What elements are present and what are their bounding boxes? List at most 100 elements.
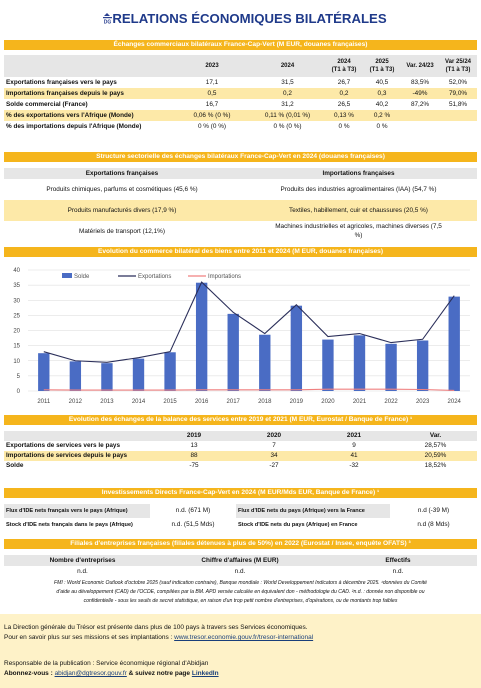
filiales-value: n.d. (392, 567, 404, 575)
y-tick-label: 40 (13, 268, 20, 274)
trade-cell: -49% (412, 89, 428, 97)
x-tick-label: 2017 (227, 399, 241, 405)
services-cell: 34 (270, 452, 278, 460)
services-row-label: Exportations de services vers le pays (6, 442, 121, 450)
bar-solde (101, 363, 113, 391)
trade-col-header: Var 25/24 (T1 à T3) (439, 55, 477, 77)
trade-cell: 0,2 % (373, 111, 391, 119)
y-tick-label: 25 (13, 313, 20, 319)
trade-col-header-line: (T1 à T3) (331, 67, 357, 73)
source-note: d'aide au développement (CAD) de l'OCDE,… (56, 589, 425, 595)
subscribe-mid: & suivez notre page (126, 670, 192, 677)
sector-import-item-line: Machines industrielles et agricoles, mac… (275, 222, 442, 230)
trade-col-header: 2024 (250, 55, 325, 77)
sector-export-item: Matériels de transport (12,1%) (79, 227, 165, 235)
trade-cell: 0 % (376, 122, 388, 130)
trade-col-header-line: (T1 à T3) (445, 67, 471, 73)
services-col-header: Var. (429, 432, 442, 440)
trade-cell: 26,5 (337, 100, 351, 108)
services-cell: 9 (352, 442, 356, 450)
filiales-value: n.d. (234, 567, 246, 575)
trade-cell: 0,06 % (0 %) (193, 111, 231, 119)
trade-cell: 0 % (0 %) (273, 122, 302, 130)
trade-row: Exportations françaises vers le pays 17,1… (4, 77, 477, 88)
trade-cell (439, 110, 477, 121)
trade-cell: 26,7 (337, 78, 351, 86)
trade-cell: 0,2 (283, 89, 292, 97)
trade-col-header-line: 2025 (375, 58, 389, 65)
linkedin-link[interactable]: LinkedIn (191, 670, 219, 677)
services-cell: -75 (189, 462, 199, 470)
filiales-row: n.d. n.d. n.d. (4, 566, 477, 577)
trade-cell (401, 110, 439, 121)
ide-table: Flux d'IDE nets français vers le pays (A… (4, 504, 477, 532)
trade-col-header-line: Var 25/24 (444, 58, 472, 65)
page-title: RELATIONS ÉCONOMIQUES BILATÉRALES (112, 11, 387, 26)
x-tick-label: 2019 (290, 399, 304, 405)
filiales-value: n.d. (77, 567, 88, 575)
sector-header: Exportations françaises Importations fra… (4, 168, 477, 179)
services-cell: 20,59% (424, 452, 447, 460)
x-tick-label: 2013 (100, 399, 114, 405)
footer-subscribe: Abonnez-vous : abidjan@dgtresor.gouv.fr … (4, 670, 219, 677)
legend-label: Solde (74, 274, 90, 280)
y-tick-label: 35 (13, 283, 20, 289)
ide-value: n.d. (671 M) (175, 507, 211, 515)
email-link[interactable]: abidjan@dgtresor.gouv.fr (54, 670, 127, 677)
bar-solde (416, 340, 429, 391)
trade-cell: 87,2% (410, 100, 430, 108)
sector-head-imports: Importations françaises (322, 169, 395, 177)
trade-col-header-line: 2024 (337, 58, 351, 65)
trade-cell: 0 % (338, 122, 350, 130)
x-tick-label: 2015 (163, 399, 177, 405)
bar-solde (195, 282, 208, 391)
x-tick-label: 2024 (448, 399, 462, 405)
footer-more-text: Pour en savoir plus sur ses missions et … (4, 634, 175, 641)
x-tick-label: 2012 (69, 399, 83, 405)
trade-cell: 40,5 (375, 78, 389, 86)
sector-row: Produits chimiques, parfums et cosmétiqu… (4, 179, 477, 200)
sector-row: Matériels de transport (12,1%) Machines … (4, 221, 477, 242)
sector-export-item: Produits manufacturés divers (17,9 %) (67, 206, 177, 214)
trade-cell: 83,5% (410, 78, 430, 86)
filiales-head: Nombre d'entreprises (49, 556, 116, 564)
x-tick-label: 2022 (384, 399, 398, 405)
y-tick-label: 0 (17, 389, 21, 395)
subscribe-label: Abonnez-vous : (4, 670, 55, 677)
services-cell: 13 (190, 442, 198, 450)
bar-solde (132, 358, 145, 391)
trade-cell: 0,2 (339, 89, 349, 97)
trade-cell: 52,0% (448, 78, 468, 86)
bar-solde (227, 313, 239, 391)
x-tick-label: 2021 (353, 399, 367, 405)
services-cell: 88 (190, 452, 198, 460)
trade-col-header-line: 2024 (280, 62, 295, 69)
trade-cell: 0 % (0 %) (197, 122, 227, 130)
services-col-header: 2021 (346, 432, 362, 440)
bar-solde (259, 334, 271, 391)
filiales-head: Chiffre d'affaires (M EUR) (201, 556, 279, 564)
tresor-international-link[interactable]: www.tresor.economie.gouv.fr/tresor-inter… (174, 634, 314, 641)
trade-col-header: Var. 24/23 (401, 55, 439, 77)
ide-band: Investissements Directs France-Cap-Vert … (4, 488, 477, 498)
services-cell: 41 (350, 452, 358, 460)
services-row-label: Solde (6, 462, 24, 470)
trade-cell: 0,3 (377, 89, 387, 97)
x-tick-label: 2018 (258, 399, 272, 405)
trade-cell: 0,5 (207, 89, 217, 97)
logo: DG (101, 12, 114, 26)
x-tick-label: 2020 (321, 399, 335, 405)
trade-cell: 51,8% (448, 100, 468, 108)
filiales-table: Nombre d'entreprises Chiffre d'affaires … (4, 555, 477, 577)
trade-cell: 40,2 (375, 100, 389, 108)
trade-cell (401, 121, 439, 132)
ide-value: n.d (-39 M) (417, 507, 450, 515)
footer-publisher: Responsable de la publication : Service … (4, 660, 209, 667)
legend-swatch (62, 273, 72, 278)
trade-row: Importations françaises depuis le pays 0,… (4, 88, 477, 99)
x-tick-label: 2023 (416, 399, 430, 405)
footer: La Direction générale du Trésor est prés… (0, 614, 481, 688)
services-cell: -32 (349, 462, 359, 470)
sector-head-exports: Exportations françaises (85, 169, 159, 177)
services-cell: 7 (272, 442, 276, 450)
